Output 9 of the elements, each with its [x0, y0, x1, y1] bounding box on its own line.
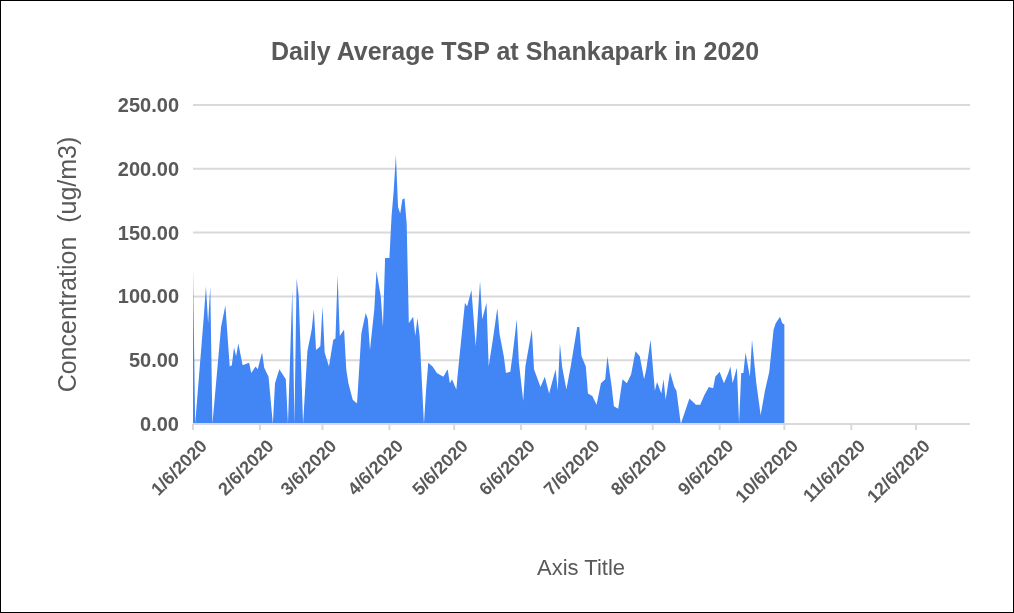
- y-tick-label: 50.00: [128, 349, 179, 372]
- x-axis-title: Axis Title: [536, 555, 626, 580]
- y-tick-label: 200.00: [117, 157, 179, 180]
- y-tick-label: 0.00: [140, 413, 179, 435]
- y-tick-label: 150.00: [117, 221, 179, 244]
- chart-title: Daily Average TSP at Shankapark in 2020: [270, 37, 760, 65]
- y-tick-label: 100.00: [117, 285, 179, 308]
- y-axis-title: Concentration (ug/m3): [53, 136, 81, 393]
- y-tick-label: 250.00: [117, 94, 179, 116]
